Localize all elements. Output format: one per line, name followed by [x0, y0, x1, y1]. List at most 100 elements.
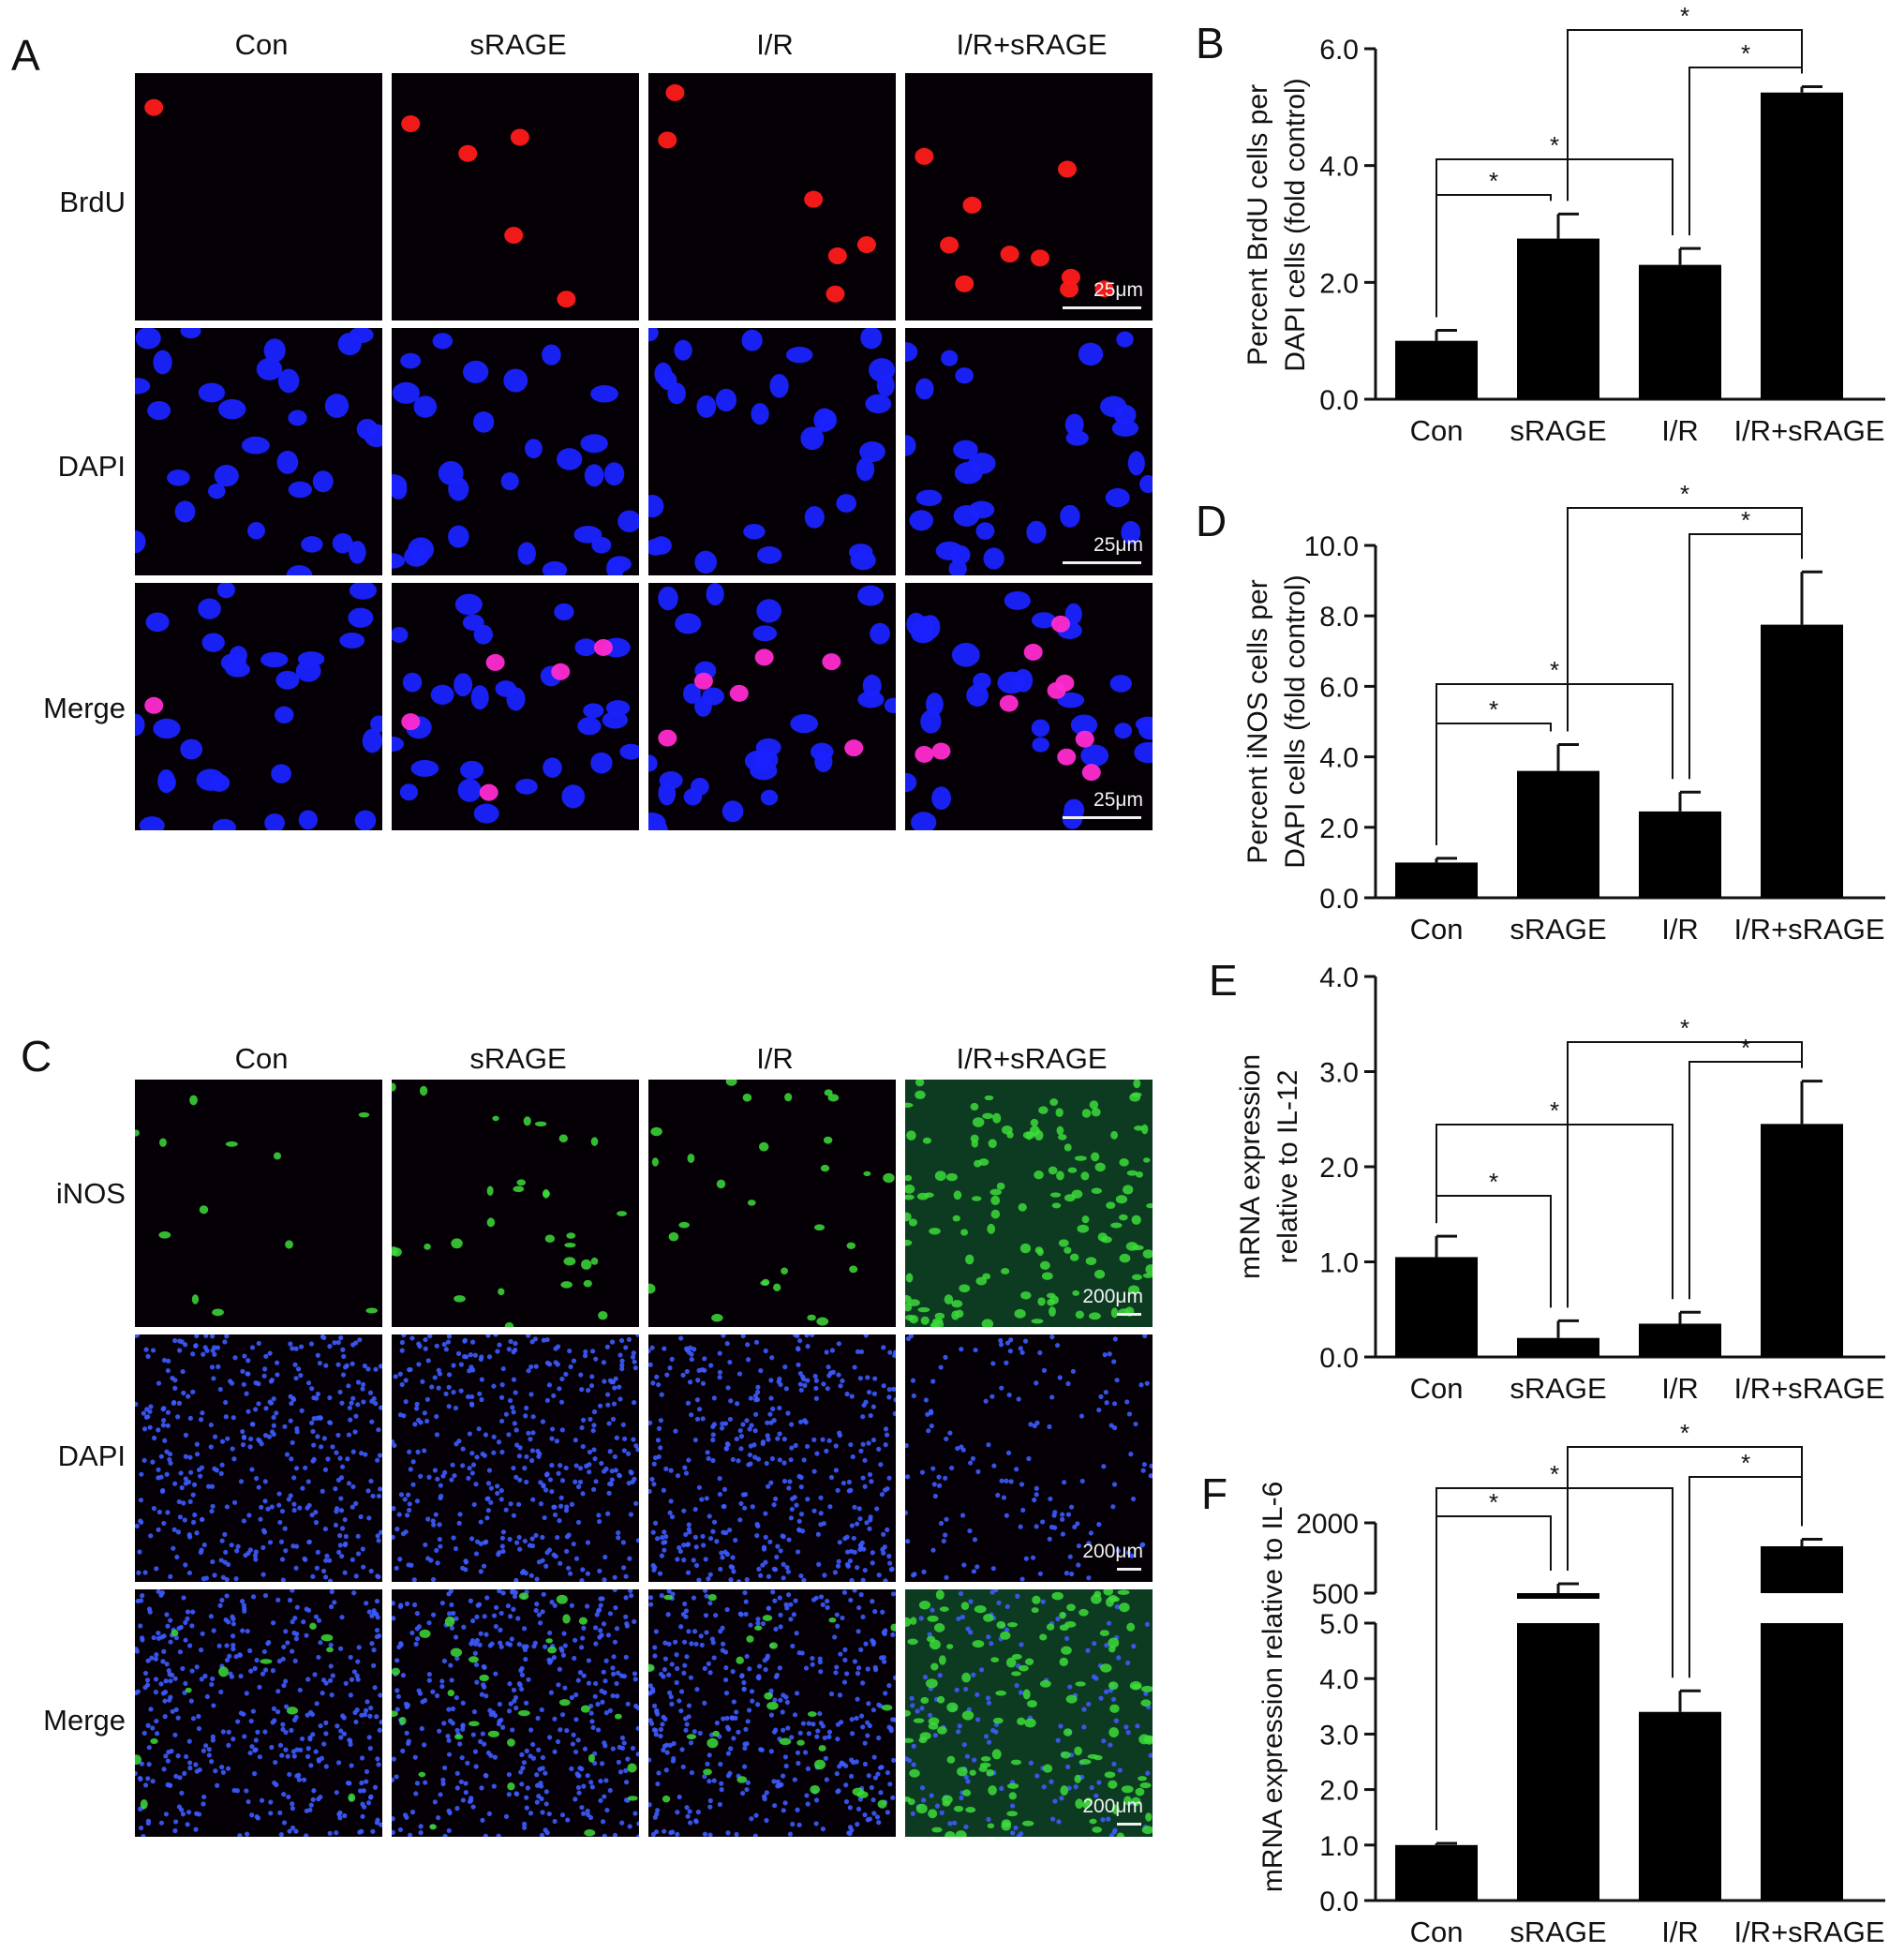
- scale-bar: [1063, 561, 1141, 564]
- y-tick-label: 5.0: [1319, 1609, 1359, 1640]
- bar-upper-segment: [1517, 1593, 1599, 1599]
- y-tick-label: 0.0: [1319, 1343, 1359, 1374]
- significance-bracket: [1435, 158, 1673, 318]
- bar: [1395, 340, 1478, 399]
- bar-upper-segment: [1761, 1546, 1843, 1593]
- y-axis-label: mRNA expression relative to IL-6: [1257, 1482, 1288, 1893]
- significance-bracket: [1435, 683, 1673, 845]
- micrograph-brdu-2: [648, 73, 896, 321]
- x-tick-label: I/R+sRAGE: [1733, 1372, 1884, 1405]
- significance-star: *: [1550, 656, 1559, 684]
- micrograph-merge-0: [135, 583, 382, 830]
- y-tick-label: 3.0: [1319, 1058, 1359, 1089]
- significance-star: *: [1489, 695, 1498, 723]
- chart-panel-letter: B: [1196, 19, 1225, 67]
- column-header-con: Con: [234, 1042, 289, 1075]
- x-tick-label: sRAGE: [1510, 913, 1606, 946]
- panel-letter-a: A: [11, 31, 40, 80]
- scale-bar: [1117, 1568, 1141, 1571]
- significance-star: *: [1680, 480, 1689, 508]
- y-axis-label: DAPI cells (fold control): [1280, 78, 1311, 371]
- y-tick-label: 2.0: [1319, 1776, 1359, 1807]
- y-tick-label: 2000: [1296, 1509, 1359, 1540]
- x-tick-label: I/R: [1661, 1372, 1699, 1405]
- significance-star: *: [1550, 1096, 1559, 1125]
- micrograph-merge-3: 25μm: [905, 583, 1153, 830]
- row-label-dapi: DAPI: [57, 1439, 126, 1472]
- bar: [1517, 1337, 1599, 1357]
- y-axis-label: relative to IL-12: [1272, 1070, 1303, 1264]
- y-tick-label: 1.0: [1319, 1831, 1359, 1862]
- significance-star: *: [1680, 1014, 1689, 1042]
- significance-bracket: [1435, 1124, 1673, 1300]
- x-tick-label: I/R: [1661, 913, 1699, 946]
- significance-star: *: [1741, 39, 1750, 67]
- significance-bracket: [1688, 67, 1803, 236]
- significance-star: *: [1741, 506, 1750, 534]
- x-tick-label: I/R: [1661, 414, 1699, 447]
- significance-star: *: [1550, 131, 1559, 159]
- y-tick-label: 6.0: [1319, 672, 1359, 703]
- micrograph-merge2-1: [392, 1589, 639, 1837]
- significance-bracket: [1688, 1061, 1803, 1300]
- y-tick-label: 0.0: [1319, 1886, 1359, 1917]
- column-header-srage: sRAGE: [469, 28, 567, 61]
- bar: [1639, 1711, 1721, 1901]
- bar: [1639, 264, 1721, 399]
- significance-bracket: [1435, 1487, 1673, 1831]
- scale-bar: [1063, 306, 1141, 309]
- y-axis-label: mRNA expression: [1235, 1054, 1266, 1279]
- scale-bar: [1063, 816, 1141, 819]
- y-tick-label: 4.0: [1319, 962, 1359, 993]
- micrograph-inos2-3: 200μm: [905, 1080, 1153, 1327]
- column-header-con: Con: [234, 28, 289, 61]
- scale-bar: [1117, 1313, 1141, 1316]
- y-tick-label: 4.0: [1319, 152, 1359, 183]
- significance-star: *: [1680, 1419, 1689, 1447]
- significance-bracket: [1567, 29, 1803, 201]
- column-header-ir-srage: I/R+sRAGE: [956, 28, 1108, 61]
- x-tick-label: Con: [1410, 414, 1464, 447]
- micrograph-inos2-0: [135, 1080, 382, 1327]
- bar: [1761, 1124, 1843, 1357]
- scale-bar-label: 25μm: [1093, 789, 1143, 811]
- micrograph-dapi-3: 25μm: [905, 328, 1153, 575]
- scale-bar-label: 200μm: [1082, 1286, 1143, 1307]
- y-tick-label: 0.0: [1319, 884, 1359, 915]
- y-tick-label: 3.0: [1319, 1720, 1359, 1751]
- micrograph-dapi-2: [648, 328, 896, 575]
- scale-bar-label: 25μm: [1093, 534, 1143, 556]
- significance-star: *: [1489, 1488, 1498, 1516]
- row-label-merge: Merge: [43, 692, 126, 724]
- x-tick-label: I/R+sRAGE: [1733, 913, 1884, 946]
- y-tick-label: 4.0: [1319, 1664, 1359, 1695]
- micrograph-inos2-1: [392, 1080, 639, 1327]
- micrograph-dapi-1: [392, 328, 639, 575]
- y-axis-label: Percent iNOS cells per: [1242, 579, 1273, 863]
- bar: [1517, 770, 1599, 898]
- y-tick-label: 2.0: [1319, 268, 1359, 299]
- micrograph-dapi2-1: [392, 1334, 639, 1582]
- significance-star: *: [1741, 1449, 1750, 1477]
- micrograph-dapi2-2: [648, 1334, 896, 1582]
- bar: [1395, 862, 1478, 898]
- x-tick-label: Con: [1410, 913, 1464, 946]
- row-label-brdu: BrdU: [59, 186, 126, 218]
- significance-star: *: [1680, 2, 1689, 30]
- y-axis-label: Percent BrdU cells per: [1242, 84, 1273, 365]
- scale-bar-label: 25μm: [1093, 279, 1143, 301]
- x-tick-label: I/R+sRAGE: [1733, 414, 1884, 447]
- bar: [1517, 238, 1599, 399]
- significance-bracket: [1567, 1041, 1803, 1308]
- x-tick-label: Con: [1410, 1916, 1464, 1948]
- y-tick-label: 2.0: [1319, 1153, 1359, 1184]
- scale-bar-label: 200μm: [1082, 1796, 1143, 1817]
- micrograph-dapi2-0: [135, 1334, 382, 1582]
- micrograph-inos2-2: [648, 1080, 896, 1327]
- bar: [1517, 1623, 1599, 1901]
- micrograph-merge-1: [392, 583, 639, 830]
- micrograph-merge-2: [648, 583, 896, 830]
- y-tick-label: 6.0: [1319, 35, 1359, 66]
- row-label-inos: iNOS: [55, 1177, 126, 1210]
